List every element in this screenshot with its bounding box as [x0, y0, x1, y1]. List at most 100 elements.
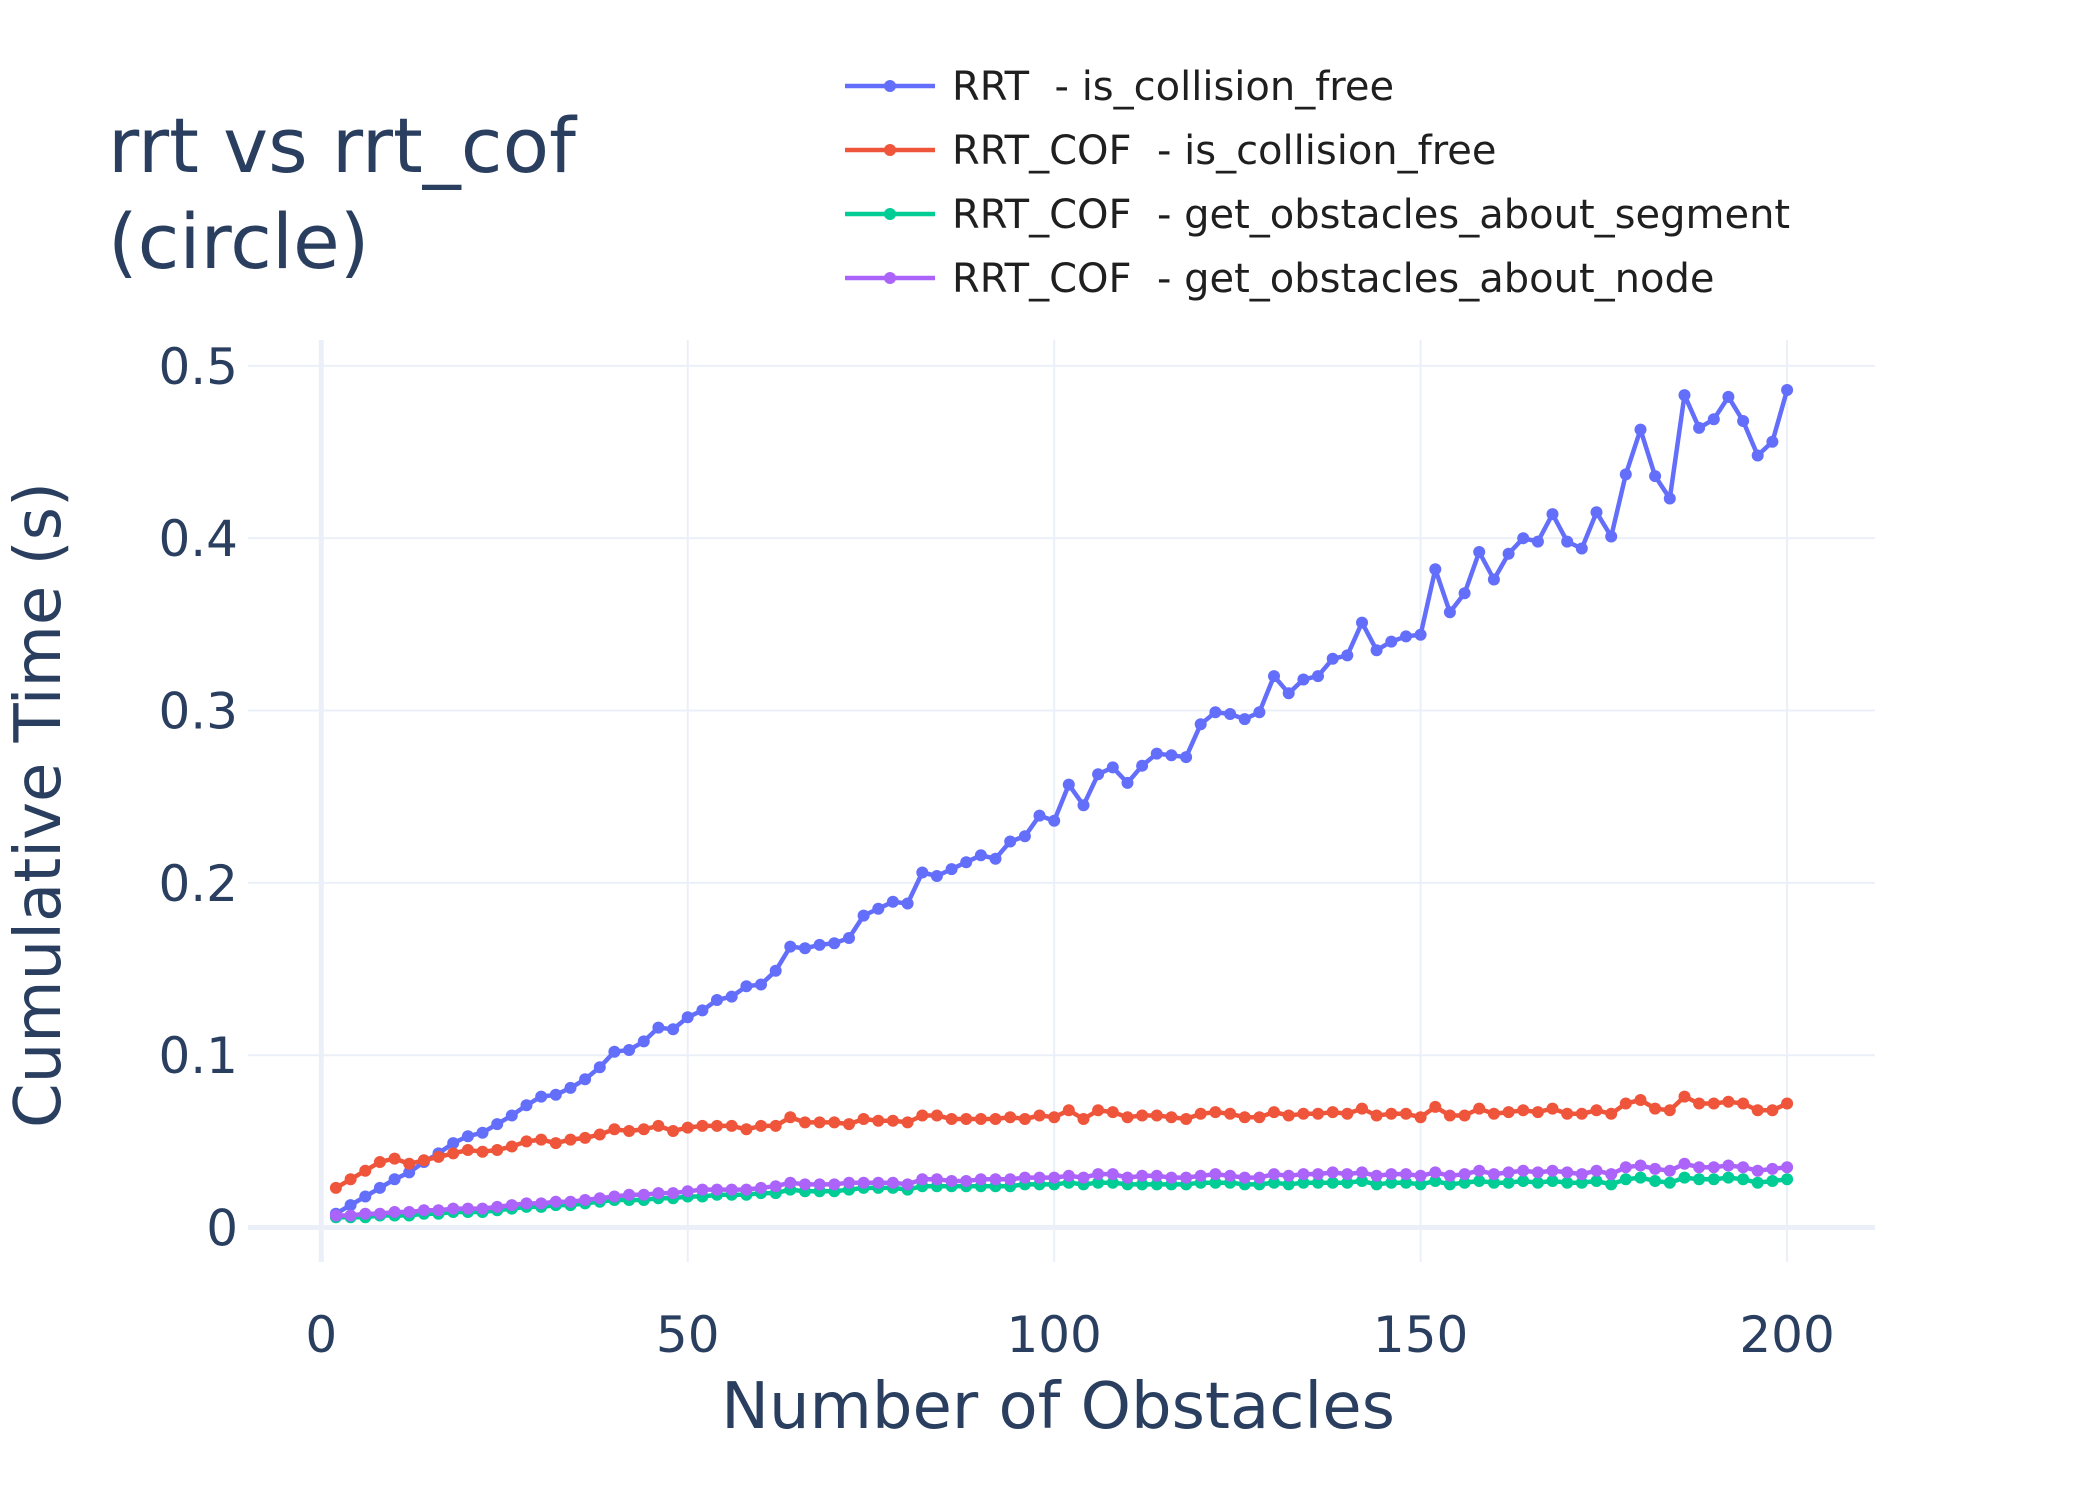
series-0-point	[1341, 649, 1354, 662]
series-1-point	[432, 1150, 445, 1163]
series-3-point	[916, 1173, 929, 1186]
series-3-point	[652, 1187, 665, 1200]
series-3-point	[1136, 1169, 1149, 1182]
series-0-point	[1722, 390, 1735, 403]
series-0-point	[535, 1090, 548, 1103]
legend-swatch-marker-0	[884, 80, 896, 92]
series-1-point	[1370, 1109, 1383, 1122]
series-1-point	[593, 1128, 606, 1141]
series-3-point	[769, 1180, 782, 1193]
series-3-point	[388, 1206, 401, 1218]
series-1-point	[403, 1157, 416, 1170]
series-2-point	[1649, 1175, 1662, 1187]
series-3-point	[535, 1197, 548, 1210]
legend-item-2[interactable]: RRT_COF - get_obstacles_about_segment	[845, 192, 1790, 238]
series-1-point	[1575, 1107, 1588, 1120]
series-3-point	[1517, 1164, 1530, 1177]
series-0-point	[1751, 449, 1764, 462]
series-0-point	[1385, 635, 1398, 648]
series-1-point	[1092, 1104, 1105, 1117]
series-1-point	[461, 1144, 474, 1156]
series-1-point	[476, 1145, 489, 1158]
series-0-point	[1649, 470, 1662, 483]
series-3-point	[872, 1176, 885, 1189]
series-0-point	[491, 1118, 504, 1131]
series-3-point	[403, 1206, 416, 1218]
series-0-point	[681, 1011, 694, 1024]
series-2-point	[1150, 1178, 1163, 1191]
series-1-point	[711, 1119, 723, 1132]
series-2-point	[1605, 1178, 1618, 1191]
series-3-point	[886, 1176, 899, 1189]
series-3-point	[1268, 1168, 1280, 1181]
series-3-point	[857, 1176, 870, 1189]
series-1	[329, 1090, 1794, 1194]
series-3-point	[1018, 1171, 1031, 1184]
series-0-point	[461, 1130, 474, 1143]
series-1-point	[359, 1164, 372, 1177]
series-1-point	[1385, 1107, 1398, 1120]
series-1-point	[564, 1133, 577, 1146]
series-0-point	[1326, 652, 1339, 665]
legend-item-3[interactable]: RRT_COF - get_obstacles_about_node	[845, 256, 1714, 302]
series-1-point	[1180, 1113, 1193, 1125]
series-2-point	[1473, 1175, 1486, 1187]
series-3-point	[843, 1176, 855, 1189]
legend[interactable]: RRT - is_collision_free RRT_COF - is_coll…	[845, 64, 1790, 302]
series-3-point	[1634, 1159, 1647, 1172]
series-0	[329, 384, 1794, 1220]
series-1-point	[1004, 1111, 1017, 1124]
series-0-point	[373, 1181, 386, 1194]
series-0-point	[1443, 606, 1456, 619]
series-3-point	[799, 1178, 811, 1191]
x-tick-label-0: 0	[305, 1306, 337, 1364]
series-1-point	[1751, 1104, 1764, 1117]
series-0-point	[1180, 751, 1193, 764]
series-2-point	[1546, 1175, 1559, 1187]
series-1-point	[1649, 1102, 1662, 1115]
series-1-point	[1356, 1102, 1368, 1115]
chart-title-line-2: (circle)	[108, 197, 369, 286]
series-0-point	[1165, 749, 1178, 762]
series-0-point	[872, 902, 885, 915]
series-1-point	[1238, 1111, 1251, 1124]
series-1-point	[886, 1114, 899, 1127]
series-1-point	[1707, 1097, 1720, 1110]
series-0-point	[813, 938, 826, 951]
series-0-point	[652, 1021, 665, 1034]
series-3-point	[1429, 1166, 1442, 1179]
series-0-point	[1575, 542, 1588, 555]
series-3-point	[740, 1183, 753, 1196]
series-1-point	[1400, 1107, 1412, 1120]
series-0-point	[1487, 573, 1500, 586]
series-1-point	[725, 1119, 738, 1132]
series-1-point	[1663, 1104, 1676, 1117]
legend-item-1[interactable]: RRT_COF - is_collision_free	[845, 128, 1497, 174]
series-1-point	[1268, 1106, 1280, 1119]
legend-item-0[interactable]: RRT - is_collision_free	[845, 64, 1394, 110]
series-2-point	[1356, 1175, 1368, 1187]
series-3-point	[1619, 1161, 1632, 1174]
series-1-point	[1326, 1106, 1339, 1119]
series-0-point	[1268, 670, 1280, 683]
series-0-point	[593, 1061, 606, 1074]
series-3-point	[1297, 1168, 1310, 1181]
series-1-point	[520, 1135, 533, 1148]
series-3-point	[1370, 1169, 1383, 1182]
series-3-point	[344, 1209, 357, 1222]
series-0-point	[1004, 835, 1017, 848]
series-1-point	[652, 1119, 665, 1132]
series-3-point	[1678, 1157, 1691, 1170]
series-3-point	[520, 1197, 533, 1210]
x-tick-label-2: 100	[1006, 1306, 1101, 1364]
series-0-point	[1150, 747, 1163, 760]
series-1-point	[1106, 1106, 1119, 1119]
series-3-point	[1693, 1161, 1706, 1174]
series-3-point	[1400, 1168, 1412, 1181]
series-0-point	[1605, 530, 1618, 543]
series-0-point	[1634, 423, 1647, 436]
series-2-point	[1209, 1176, 1222, 1189]
series-1-point	[1517, 1104, 1530, 1117]
series-0-point	[945, 863, 958, 876]
